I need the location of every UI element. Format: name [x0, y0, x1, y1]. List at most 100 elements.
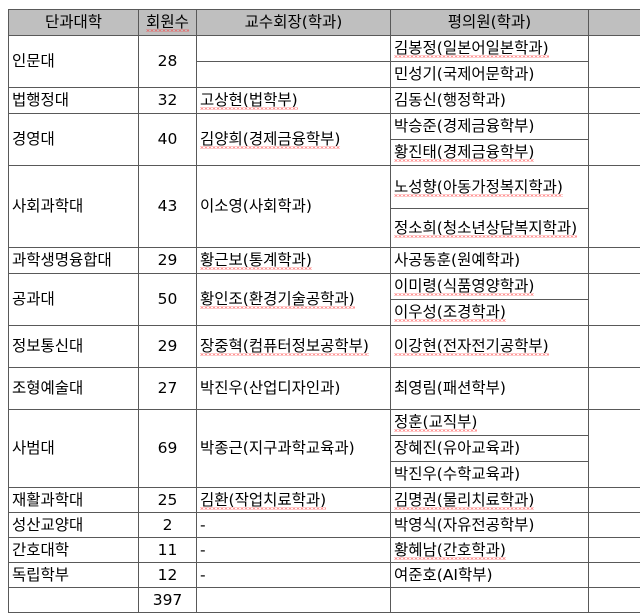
cell-senator[interactable]: 박승준(경제금융학부)	[391, 114, 589, 140]
cell-total-chair[interactable]	[197, 588, 391, 613]
table-row[interactable]: 조형예술대 27 박진우(산업디자인과) 최영림(패션학부)	[9, 368, 640, 410]
cell-senator[interactable]: 이강현(전자전기공학부)	[391, 326, 589, 368]
cell-senator[interactable]: 노성향(아동가정복지학과)	[391, 166, 589, 209]
column-header-senator[interactable]: 평의원(학과)	[391, 10, 589, 36]
cell-extra[interactable]	[589, 410, 640, 488]
cell-member-count[interactable]: 69	[139, 410, 197, 488]
cell-senator[interactable]: 김명권(물리치료학과)	[391, 488, 589, 513]
cell-senator[interactable]: 장혜진(유아교육과)	[391, 436, 589, 462]
cell-senator[interactable]: 사공동훈(원예학과)	[391, 248, 589, 274]
cell-chair[interactable]: -	[197, 538, 391, 563]
cell-senator[interactable]: 김동신(행정학과)	[391, 88, 589, 114]
table-row[interactable]: 성산교양대 2 - 박영식(자유전공학부)	[9, 513, 640, 538]
cell-extra[interactable]	[589, 166, 640, 248]
table-row[interactable]: 과학생명융합대 29 황근보(통계학과) 사공동훈(원예학과)	[9, 248, 640, 274]
cell-member-count[interactable]: 40	[139, 114, 197, 166]
cell-college[interactable]: 독립학부	[9, 563, 139, 588]
column-header-member-count[interactable]: 회원수	[139, 10, 197, 36]
cell-chair[interactable]: 장중혁(컴퓨터정보공학부)	[197, 326, 391, 368]
cell-college[interactable]: 간호대학	[9, 538, 139, 563]
cell-extra[interactable]	[589, 274, 640, 326]
chair-name-text: 장중혁(컴퓨터정보공학부)	[200, 337, 369, 356]
cell-chair[interactable]: 박진우(산업디자인과)	[197, 368, 391, 410]
cell-senator[interactable]: 이우성(조경학과)	[391, 300, 589, 326]
cell-chair[interactable]: 황근보(통계학과)	[197, 248, 391, 274]
senator-name-text: 황진태(경제금융학부)	[394, 143, 534, 162]
cell-member-count[interactable]: 27	[139, 368, 197, 410]
cell-college[interactable]: 과학생명융합대	[9, 248, 139, 274]
cell-chair-continued[interactable]	[197, 62, 391, 88]
cell-college[interactable]: 경영대	[9, 114, 139, 166]
cell-extra[interactable]	[589, 248, 640, 274]
table-row[interactable]: 독립학부 12 - 여준호(AI학부)	[9, 563, 640, 588]
cell-extra[interactable]	[589, 538, 640, 563]
cell-college[interactable]: 인문대	[9, 36, 139, 88]
table-row[interactable]: 재활과학대 25 김환(작업치료학과) 김명권(물리치료학과)	[9, 488, 640, 513]
column-header-extra[interactable]	[589, 10, 640, 36]
cell-member-count[interactable]: 50	[139, 274, 197, 326]
cell-senator[interactable]: 정소희(청소년상담복지학과)	[391, 209, 589, 248]
cell-member-count[interactable]: 32	[139, 88, 197, 114]
cell-member-count[interactable]: 29	[139, 326, 197, 368]
cell-college[interactable]: 법행정대	[9, 88, 139, 114]
cell-chair[interactable]: 김양희(경제금융학부)	[197, 114, 391, 166]
cell-member-count[interactable]: 25	[139, 488, 197, 513]
table-row[interactable]: 법행정대 32 고상현(법학부) 김동신(행정학과)	[9, 88, 640, 114]
cell-member-count[interactable]: 29	[139, 248, 197, 274]
cell-member-count[interactable]: 43	[139, 166, 197, 248]
cell-senator[interactable]: 김봉정(일본어일본학과)	[391, 36, 589, 62]
cell-senator[interactable]: 최영림(패션학부)	[391, 368, 589, 410]
cell-total-member-count[interactable]: 397	[139, 588, 197, 613]
cell-chair[interactable]: 김환(작업치료학과)	[197, 488, 391, 513]
cell-extra[interactable]	[589, 513, 640, 538]
cell-college[interactable]: 공과대	[9, 274, 139, 326]
cell-college[interactable]: 정보통신대	[9, 326, 139, 368]
cell-senator[interactable]: 박영식(자유전공학부)	[391, 513, 589, 538]
cell-total-senator[interactable]	[391, 588, 589, 613]
table-row[interactable]: 사범대 69 박종근(지구과학교육과) 정훈(교직부)	[9, 410, 640, 436]
cell-chair[interactable]	[197, 36, 391, 62]
cell-extra[interactable]	[589, 368, 640, 410]
table-row[interactable]: 간호대학 11 - 황혜남(간호학과)	[9, 538, 640, 563]
cell-member-count[interactable]: 11	[139, 538, 197, 563]
cell-chair[interactable]: 박종근(지구과학교육과)	[197, 410, 391, 488]
table-row[interactable]: 사회과학대 43 이소영(사회학과) 노성향(아동가정복지학과)	[9, 166, 640, 209]
cell-senator[interactable]: 황진태(경제금융학부)	[391, 140, 589, 166]
cell-member-count[interactable]: 12	[139, 563, 197, 588]
chair-name-text: 황인조(환경기술공학과)	[200, 290, 355, 309]
column-header-college[interactable]: 단과대학	[9, 10, 139, 36]
cell-college[interactable]: 사범대	[9, 410, 139, 488]
cell-senator[interactable]: 여준호(AI학부)	[391, 563, 589, 588]
cell-college[interactable]: 성산교양대	[9, 513, 139, 538]
cell-chair[interactable]: 고상현(법학부)	[197, 88, 391, 114]
cell-extra[interactable]	[589, 88, 640, 114]
cell-college[interactable]: 재활과학대	[9, 488, 139, 513]
cell-member-count[interactable]: 28	[139, 36, 197, 88]
cell-senator[interactable]: 정훈(교직부)	[391, 410, 589, 436]
column-header-chair[interactable]: 교수회장(학과)	[197, 10, 391, 36]
cell-senator[interactable]: 민성기(국제어문학과)	[391, 62, 589, 88]
cell-extra[interactable]	[589, 488, 640, 513]
cell-senator[interactable]: 황혜남(간호학과)	[391, 538, 589, 563]
cell-chair[interactable]: 이소영(사회학과)	[197, 166, 391, 248]
table-row[interactable]: 정보통신대 29 장중혁(컴퓨터정보공학부) 이강현(전자전기공학부)	[9, 326, 640, 368]
table-total-row[interactable]: 397	[9, 588, 640, 613]
cell-member-count[interactable]: 2	[139, 513, 197, 538]
cell-college[interactable]: 사회과학대	[9, 166, 139, 248]
cell-chair[interactable]: -	[197, 563, 391, 588]
table-row[interactable]: 인문대 28 김봉정(일본어일본학과)	[9, 36, 640, 62]
table-row[interactable]: 공과대 50 황인조(환경기술공학과) 이미령(식품영양학과)	[9, 274, 640, 300]
cell-extra[interactable]	[589, 563, 640, 588]
cell-chair[interactable]: -	[197, 513, 391, 538]
cell-total-extra[interactable]	[589, 588, 640, 613]
cell-senator[interactable]: 박진우(수학교육과)	[391, 462, 589, 488]
cell-college[interactable]: 조형예술대	[9, 368, 139, 410]
senator-name-text: 정훈(교직부)	[394, 413, 477, 432]
cell-total-college[interactable]	[9, 588, 139, 613]
table-row[interactable]: 경영대 40 김양희(경제금융학부) 박승준(경제금융학부)	[9, 114, 640, 140]
cell-chair[interactable]: 황인조(환경기술공학과)	[197, 274, 391, 326]
cell-extra[interactable]	[589, 114, 640, 166]
cell-extra[interactable]	[589, 326, 640, 368]
cell-extra[interactable]	[589, 36, 640, 88]
cell-senator[interactable]: 이미령(식품영양학과)	[391, 274, 589, 300]
